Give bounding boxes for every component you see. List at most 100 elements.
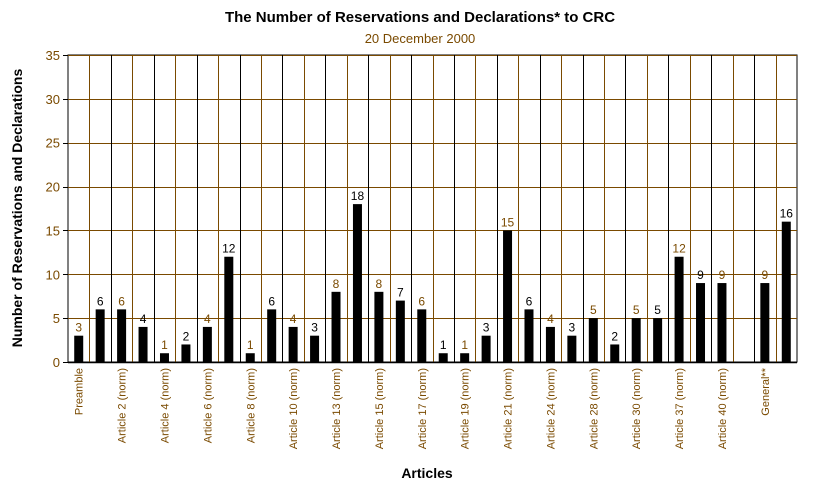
data-label: 5 [654,303,661,317]
bar [181,344,191,362]
y-tick-label: 20 [46,180,60,195]
bar [610,344,620,362]
y-tick-label: 10 [46,267,60,282]
data-label: 1 [461,338,468,352]
data-label: 6 [97,294,104,308]
bar [696,283,706,362]
data-label: 6 [118,294,125,308]
data-label: 4 [204,312,211,326]
x-tick-label: Article 28 (norm) [588,368,600,449]
data-label: 3 [75,321,82,335]
grid [67,54,798,364]
bar [202,326,212,362]
bar [224,256,234,362]
x-tick-label: Preamble [74,368,86,415]
data-label: 4 [290,312,297,326]
x-tick-label: Article 17 (norm) [417,368,429,449]
x-axis-title: Articles [401,465,453,481]
x-tick-label: Article 6 (norm) [202,368,214,443]
data-label: 2 [183,329,190,343]
data-label: 8 [333,277,340,291]
bar [631,318,641,362]
x-tick-label: Article 37 (norm) [674,368,686,449]
bar [288,326,298,362]
data-label: 12 [222,242,236,256]
data-label: 6 [268,294,275,308]
bar [138,326,148,362]
x-axis-ticks: Preamble Article 2 (norm) Article 4 (norm)… [74,367,772,449]
bar [245,353,255,362]
data-label: 3 [483,321,490,335]
bar [117,309,127,362]
bar [503,230,513,362]
chart-subtitle: 20 December 2000 [365,31,476,46]
y-tick-label: 25 [46,136,60,151]
data-label: 6 [418,294,425,308]
data-label: 9 [761,268,768,282]
y-tick-label: 0 [53,355,60,370]
x-tick-label: Article 13 (norm) [331,368,343,449]
bar [781,221,791,362]
bar [95,309,105,362]
chart-title: The Number of Reservations and Declarati… [225,9,615,26]
data-label: 18 [351,189,365,203]
data-label: 4 [140,312,147,326]
data-label: 4 [547,312,554,326]
bar [567,335,577,362]
bar [588,318,598,362]
bar [374,291,384,362]
x-tick-label: Article 8 (norm) [245,368,257,443]
data-label: 15 [501,215,515,229]
bar [417,309,427,362]
data-label: 8 [376,277,383,291]
bar [74,335,84,362]
x-tick-label: Article 4 (norm) [159,368,171,443]
bar [674,256,684,362]
y-tick-label: 35 [46,48,60,63]
bars [74,204,791,362]
x-tick-label: General** [760,367,772,415]
data-label: 2 [611,329,618,343]
data-label: 9 [719,268,726,282]
x-tick-label: Article 40 (norm) [717,368,729,449]
x-tick-label: Article 19 (norm) [460,368,472,449]
x-tick-label: Article 15 (norm) [374,368,386,449]
bar [331,291,341,362]
x-tick-label: Article 2 (norm) [117,368,129,443]
x-tick-label: Article 30 (norm) [631,368,643,449]
data-label: 12 [672,242,686,256]
data-label: 9 [697,268,704,282]
x-tick-label: Article 10 (norm) [288,368,300,449]
bar [310,335,320,362]
bar [267,309,277,362]
x-tick-label: Article 21 (norm) [503,368,515,449]
data-label: 6 [526,294,533,308]
bar [352,204,362,362]
data-label: 3 [311,321,318,335]
bar [481,335,491,362]
bar [460,353,470,362]
data-label: 16 [780,207,794,221]
data-label: 7 [397,286,404,300]
bar [545,326,555,362]
y-axis-title: Number of Reservations and Declarations [9,69,25,348]
y-tick-label: 30 [46,92,60,107]
data-label: 3 [569,321,576,335]
data-label: 5 [633,303,640,317]
y-tick-label: 15 [46,223,60,238]
data-label: 5 [590,303,597,317]
bar [653,318,663,362]
y-axis-ticks: 0 5 10 15 20 25 30 35 [46,48,68,370]
plot-border [67,54,798,363]
bar [760,283,770,362]
bar [717,283,727,362]
data-label: 1 [440,338,447,352]
y-tick-label: 5 [53,311,60,326]
x-tick-label: Article 24 (norm) [545,368,557,449]
bar [438,353,448,362]
bar [395,300,405,362]
data-label: 1 [247,338,254,352]
bar [159,353,169,362]
